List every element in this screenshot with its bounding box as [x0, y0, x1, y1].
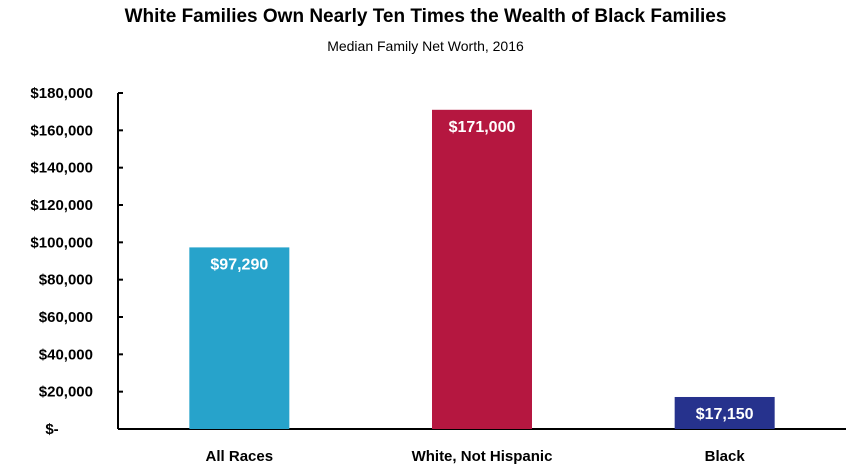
- y-tick-label: $20,000: [39, 384, 93, 401]
- x-category-label: Black: [705, 448, 746, 465]
- bar-value-label: $97,290: [210, 256, 268, 273]
- y-tick-label: $100,000: [30, 234, 93, 251]
- y-tick-label: $-: [45, 421, 58, 438]
- y-tick-label: $160,000: [30, 122, 93, 139]
- y-tick-label: $180,000: [30, 85, 93, 102]
- chart-subtitle: Median Family Net Worth, 2016: [327, 38, 524, 54]
- y-tick-label: $120,000: [30, 197, 93, 214]
- y-tick-label: $40,000: [39, 346, 93, 363]
- y-tick-label: $140,000: [30, 160, 93, 177]
- x-category-label: White, Not Hispanic: [412, 448, 553, 465]
- bar-2: [674, 396, 775, 429]
- y-tick-label: $60,000: [39, 309, 93, 326]
- x-category-label: All Races: [206, 448, 274, 465]
- bar-value-label: $171,000: [449, 119, 516, 136]
- bar-1: [432, 109, 532, 430]
- chart-title: White Families Own Nearly Ten Times the …: [124, 6, 727, 27]
- bar-0: [189, 247, 290, 429]
- bar-value-label: $17,150: [696, 406, 754, 423]
- y-tick-label: $80,000: [39, 272, 93, 289]
